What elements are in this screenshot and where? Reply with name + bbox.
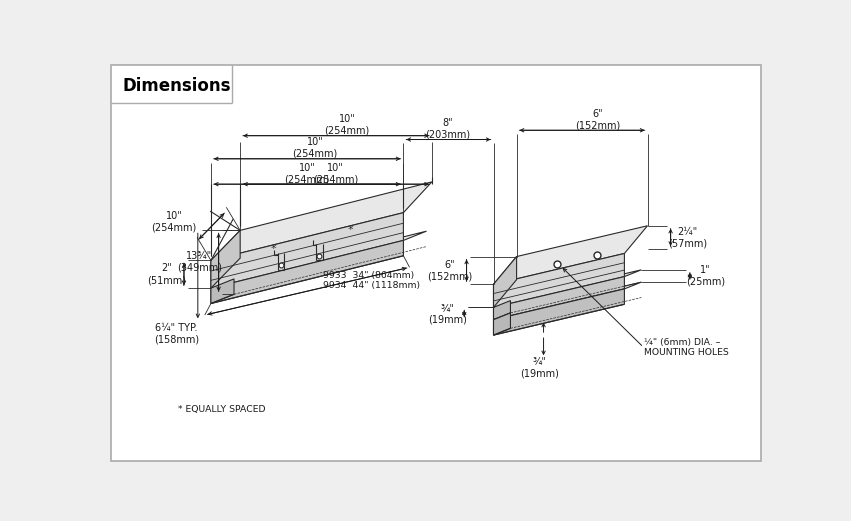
Text: *: * xyxy=(348,225,353,235)
Text: 6¼" TYP.
(158mm): 6¼" TYP. (158mm) xyxy=(154,323,199,344)
Polygon shape xyxy=(494,256,517,307)
Text: ¼" (6mm) DIA. –
MOUNTING HOLES: ¼" (6mm) DIA. – MOUNTING HOLES xyxy=(643,338,728,357)
Text: 10"
(254mm): 10" (254mm) xyxy=(324,114,370,135)
Text: Dimensions: Dimensions xyxy=(123,77,231,95)
Text: 10"
(254mm): 10" (254mm) xyxy=(313,163,358,184)
Polygon shape xyxy=(211,182,432,260)
Polygon shape xyxy=(211,240,403,304)
Text: 10"
(254mm): 10" (254mm) xyxy=(292,137,338,159)
Text: ¾"
(19mm): ¾" (19mm) xyxy=(520,357,559,378)
Polygon shape xyxy=(211,231,426,288)
Polygon shape xyxy=(494,282,642,320)
Text: 13¾"
(349mm): 13¾" (349mm) xyxy=(177,251,222,273)
Text: 10"
(254mm): 10" (254mm) xyxy=(284,163,330,184)
Polygon shape xyxy=(494,226,648,284)
Text: *: * xyxy=(271,244,277,254)
Polygon shape xyxy=(211,230,240,288)
Polygon shape xyxy=(211,279,234,304)
Polygon shape xyxy=(494,289,625,335)
Polygon shape xyxy=(494,270,642,307)
Text: 10"
(254mm): 10" (254mm) xyxy=(151,211,197,233)
Text: 8"
(203mm): 8" (203mm) xyxy=(426,118,471,140)
Text: 9933  34" (864mm)
9934  44" (1118mm): 9933 34" (864mm) 9934 44" (1118mm) xyxy=(323,271,420,290)
Polygon shape xyxy=(211,213,403,288)
Polygon shape xyxy=(494,313,511,335)
Polygon shape xyxy=(494,301,511,320)
Polygon shape xyxy=(494,277,625,320)
Text: * EQUALLY SPACED: * EQUALLY SPACED xyxy=(178,404,266,414)
Text: ¾"
(19mm): ¾" (19mm) xyxy=(428,303,466,325)
Text: 6"
(152mm): 6" (152mm) xyxy=(427,259,472,281)
Text: 2¼"
(57mm): 2¼" (57mm) xyxy=(668,227,707,248)
Text: 6"
(152mm): 6" (152mm) xyxy=(574,109,620,130)
Polygon shape xyxy=(494,254,625,307)
Text: 2"
(51mm): 2" (51mm) xyxy=(147,264,186,285)
Text: 1"
(25mm): 1" (25mm) xyxy=(686,265,725,287)
